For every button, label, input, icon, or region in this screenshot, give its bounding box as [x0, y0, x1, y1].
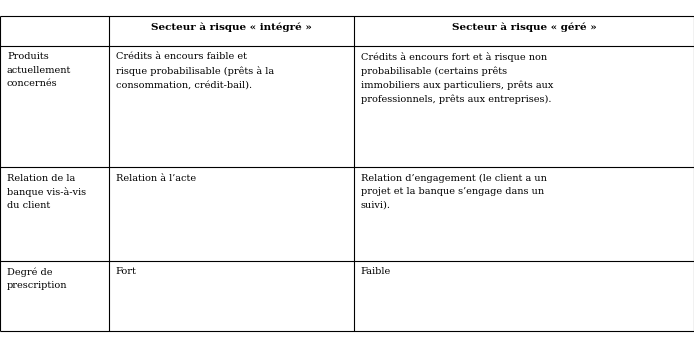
Text: Degré de
prescription: Degré de prescription: [7, 267, 67, 290]
Text: Crédits à encours fort et à risque non
probabilisable (certains prêts
immobilier: Crédits à encours fort et à risque non p…: [361, 52, 553, 104]
Text: Crédits à encours faible et
risque probabilisable (prêts à la
consommation, créd: Crédits à encours faible et risque proba…: [116, 52, 274, 89]
Text: Relation d’engagement (le client a un
projet et la banque s’engage dans un
suivi: Relation d’engagement (le client a un pr…: [361, 173, 547, 209]
Text: Secteur à risque « intégré »: Secteur à risque « intégré »: [151, 22, 312, 32]
Text: Relation à l’acte: Relation à l’acte: [116, 173, 196, 183]
Text: Fort: Fort: [116, 267, 137, 276]
Text: Faible: Faible: [361, 267, 391, 276]
Text: Produits
actuellement
concernés: Produits actuellement concernés: [7, 52, 71, 88]
Text: Secteur à risque « géré »: Secteur à risque « géré »: [452, 22, 596, 32]
Text: Relation de la
banque vis-à-vis
du client: Relation de la banque vis-à-vis du clien…: [7, 173, 86, 210]
